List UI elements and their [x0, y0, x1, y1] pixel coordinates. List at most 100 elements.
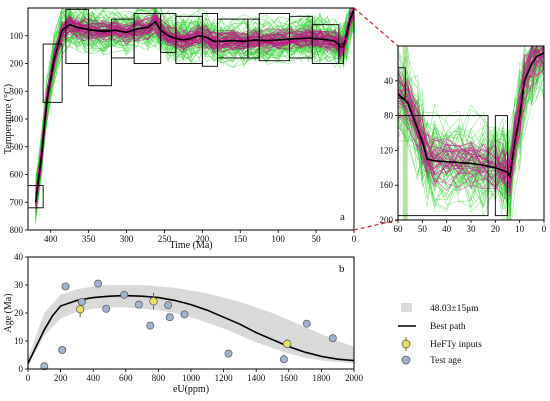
- test-age-point: [180, 310, 189, 319]
- zoom-y-tick-label: 40: [384, 76, 394, 86]
- hefty-input-points: [76, 292, 292, 348]
- thermal-history-x-tick-label: 100: [271, 234, 285, 244]
- thermal-history-x-tick-label: 350: [82, 234, 96, 244]
- legend-best-path: Best path: [398, 322, 466, 332]
- panel-label-a: a: [340, 211, 345, 223]
- age-eu-x-tick-label: 1800: [312, 373, 331, 383]
- age-eu-y-tick-label: 40: [14, 252, 24, 262]
- test-age-point: [134, 300, 143, 309]
- test-age-point: [102, 304, 111, 313]
- zoom-connector: [353, 7, 399, 231]
- thermal-history-y-label: Temperature (°C): [3, 84, 14, 154]
- age-eu-x-ticks: 0 200 400 600 800 1000 1200 1400 1600 1800 2000: [26, 369, 364, 383]
- legend-hefty: HeFTy inputs: [401, 337, 482, 351]
- acceptable-path: [35, 8, 354, 202]
- constraint-boxes: [27, 8, 344, 209]
- age-eu-y-label: Age (Ma): [3, 293, 14, 332]
- thermal-history-x-label: Time (Ma): [169, 240, 212, 251]
- age-eu-x-tick-label: 400: [86, 373, 100, 383]
- age-eu-x-tick-label: 1000: [182, 373, 201, 383]
- legend-envelope: 48.03±15μm: [401, 303, 479, 314]
- age-eu-x-tick-label: 1400: [247, 373, 266, 383]
- test-age-point: [61, 282, 70, 291]
- constraint-box: [338, 43, 344, 64]
- thermal-history-panel: 400 350 300 250 200 150 100 50 0 100200300400500…: [3, 7, 357, 251]
- age-eu-panel: 0 200 400 600 800 1000 1200 1400 1600 1800 2000 0 1…: [3, 252, 364, 395]
- age-eu-x-tick-label: 800: [152, 373, 166, 383]
- age-eu-y-tick-label: 20: [14, 308, 24, 318]
- best-path-line: [34, 9, 355, 203]
- legend: 48.03±15μm Best path HeFTy inputs Test a…: [398, 303, 482, 366]
- age-eu-y-tick-label: 10: [14, 336, 24, 346]
- thermal-history-y-tick-label: 700: [10, 197, 24, 207]
- test-age-point: [164, 301, 173, 310]
- thermal-history-x-ticks: 400 350 300 250 200 150 100 50 0: [44, 230, 357, 244]
- hefty-input-point: [76, 305, 85, 314]
- zoom-x-tick-label: 50: [418, 224, 428, 234]
- test-age-point: [279, 355, 288, 364]
- thermal-history-y-tick-label: 600: [10, 170, 24, 180]
- age-eu-x-tick-label: 1200: [215, 373, 234, 383]
- constraint-box: [42, 43, 63, 103]
- hefty-input-point: [149, 297, 158, 306]
- thermal-history-y-ticks: 100 200 300 400 500 600 700 800: [10, 31, 28, 235]
- test-age-point: [165, 313, 174, 322]
- test-age-point: [328, 334, 337, 343]
- thermal-history-y-tick-label: 400: [10, 114, 24, 124]
- age-eu-x-tick-label: 200: [54, 373, 68, 383]
- thermal-history-x-tick-label: 400: [44, 234, 58, 244]
- zoom-x-tick-label: 60: [394, 224, 404, 234]
- test-age-point: [77, 297, 86, 306]
- thermal-history-y-tick-label: 300: [10, 86, 24, 96]
- age-eu-x-label: eU(ppm): [173, 384, 209, 395]
- age-eu-y-ticks: 0 10 20 30 40: [14, 252, 28, 374]
- thermal-history-x-tick-label: 0: [352, 234, 357, 244]
- zoom-y-tick-label: 160: [380, 180, 394, 190]
- test-age-point: [224, 349, 233, 358]
- zoom-y-ticks: 40 80 120 160 200: [380, 76, 398, 225]
- zoom-constraint-box: [494, 115, 508, 217]
- zoom-x-ticks: 60 50 40 30 20 10 0: [394, 220, 547, 234]
- highlight-band: [402, 46, 408, 220]
- zoom-best-path-line: [397, 52, 545, 180]
- zoom-x-tick-label: 0: [542, 224, 547, 234]
- acceptable-path: [35, 14, 354, 203]
- thermal-history-zoom-panel: 60 50 40 30 20 10 0 40 80 120 160 200: [380, 45, 547, 234]
- zoom-x-tick-label: 20: [491, 224, 501, 234]
- thermal-history-y-tick-label: 500: [10, 142, 24, 152]
- test-age-points: [40, 279, 337, 371]
- zoom-y-tick-label: 120: [380, 145, 394, 155]
- age-best-path-line: [27, 294, 355, 364]
- age-eu-x-tick-label: 0: [26, 373, 31, 383]
- good-path: [35, 18, 354, 213]
- thermal-history-y-tick-label: 100: [10, 31, 24, 41]
- thermal-history-x-tick-label: 150: [234, 234, 248, 244]
- test-age-point: [94, 279, 103, 288]
- zoom-y-tick-label: 80: [384, 111, 394, 121]
- panel-label-b: b: [339, 263, 345, 275]
- acceptable-path: [35, 12, 354, 205]
- thermal-history-x-tick-label: 200: [196, 234, 210, 244]
- thermal-history-x-tick-label: 300: [120, 234, 134, 244]
- legend-test-label: Test age: [430, 356, 461, 366]
- legend-best-path-label: Best path: [430, 322, 466, 332]
- acceptable-path: [35, 8, 354, 205]
- age-eu-y-tick-label: 0: [19, 364, 24, 374]
- test-age-point: [120, 290, 129, 299]
- age-eu-x-tick-label: 600: [119, 373, 133, 383]
- legend-hefty-label: HeFTy inputs: [430, 340, 482, 350]
- zoom-x-tick-label: 40: [442, 224, 452, 234]
- thermal-history-y-tick-label: 200: [10, 59, 24, 69]
- test-age-point: [146, 321, 155, 330]
- zoom-x-tick-label: 30: [467, 224, 477, 234]
- age-eu-x-tick-label: 2000: [345, 373, 364, 383]
- thermal-history-x-tick-label: 50: [312, 234, 322, 244]
- acceptable-path: [35, 8, 354, 206]
- thermal-history-x-tick-label: 250: [158, 234, 172, 244]
- test-age-point: [40, 362, 49, 371]
- test-age-point: [302, 319, 311, 328]
- legend-test: Test age: [401, 355, 461, 366]
- envelope-band: [28, 285, 354, 367]
- hefty-input-point: [283, 339, 292, 348]
